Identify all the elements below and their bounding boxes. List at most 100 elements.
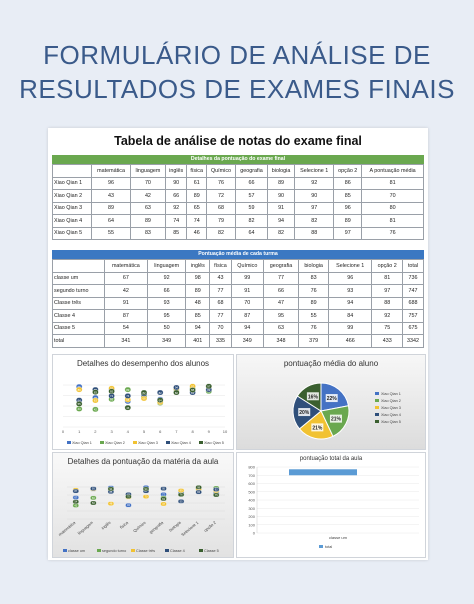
- column-header: inglês: [185, 259, 211, 273]
- table-cell: 84: [328, 309, 373, 323]
- pie-value-label: 22%: [327, 396, 338, 402]
- column-header: matemática: [103, 259, 148, 273]
- table-cell: 3342: [402, 334, 424, 348]
- table-cell: 99: [230, 271, 264, 285]
- pie-label-box: [325, 394, 338, 403]
- x-category-label: linguagem: [77, 520, 95, 536]
- data-label: 55: [180, 499, 183, 503]
- table-cell: 54: [103, 321, 148, 335]
- legend-label: segundo turno: [102, 549, 126, 553]
- data-label: 88: [191, 388, 195, 392]
- chart4-title: pontuação total da aula: [299, 456, 363, 462]
- data-label: 77: [127, 492, 130, 496]
- x-category-label: Químico: [132, 519, 147, 533]
- data-label: 89: [180, 489, 183, 493]
- data-label: 43: [78, 407, 82, 411]
- data-label: 99: [197, 485, 200, 489]
- data-point: [173, 389, 180, 396]
- table-cell: 63: [129, 201, 166, 215]
- table-cell: 94: [230, 321, 264, 335]
- column-header: inglês: [164, 164, 188, 178]
- data-label: 94: [145, 487, 148, 491]
- class-header-row: matemática linguagem inglês física Químico ge…: [52, 259, 424, 273]
- data-point: [157, 397, 164, 403]
- legend-label: Classe três: [136, 549, 155, 553]
- class-row: Classe 5 54 50 94 70 94 63 76 99 75 675: [52, 321, 424, 335]
- data-point: [160, 501, 167, 507]
- data-label: 94: [109, 487, 112, 491]
- table-cell: 91: [103, 296, 148, 310]
- x-tick-label: 3: [110, 429, 113, 434]
- class-row: total 341 349 401 335 349 348 379 466 433 3342: [52, 334, 424, 348]
- pie-label-box: [298, 408, 311, 417]
- data-label: 77: [162, 492, 165, 496]
- table2-band: Pontuação média de cada turma: [52, 250, 424, 259]
- table-cell: 96: [91, 176, 131, 190]
- table-cell: 65: [186, 201, 207, 215]
- legend-swatch: [375, 413, 379, 416]
- table-cell: 92: [371, 309, 404, 323]
- chart-class-total: pontuação total da aula 800 700 600 500 400 3…: [236, 452, 426, 558]
- legend-label: total: [325, 545, 332, 549]
- data-point: [124, 386, 131, 393]
- column-header: A pontuação média: [361, 164, 424, 178]
- document-title: Tabela de análise de notas do exame fina…: [114, 134, 362, 148]
- legend-label: Classe 4: [170, 549, 185, 553]
- data-label: 95: [92, 487, 95, 491]
- data-point: [125, 503, 132, 508]
- data-label: 66: [92, 496, 95, 500]
- data-label: 47: [162, 502, 165, 506]
- data-point: [160, 486, 167, 491]
- table-cell: 55: [91, 226, 131, 240]
- table-cell: 94: [266, 214, 296, 228]
- table-cell: 88: [371, 296, 404, 310]
- legend-swatch: [375, 406, 379, 409]
- table-cell: 66: [164, 189, 188, 203]
- table-cell: 99: [328, 321, 373, 335]
- table-cell: 74: [164, 214, 188, 228]
- pie-value-label: 16%: [308, 394, 319, 400]
- data-label: 70: [145, 495, 148, 499]
- legend-swatch: [166, 441, 170, 444]
- data-point: [213, 492, 220, 498]
- row-label: Classe três: [52, 296, 105, 310]
- data-label: 55: [78, 402, 82, 406]
- y-tick-label: 600: [248, 481, 255, 486]
- data-label: 92: [215, 488, 218, 492]
- student-row: Xiao Qian 5 55 83 85 46 82 64 82 88 97 76: [51, 226, 424, 240]
- table-cell: 97: [294, 201, 335, 215]
- data-point: [76, 386, 83, 393]
- table-cell: 85: [164, 226, 188, 240]
- data-label: 66: [110, 397, 114, 401]
- table-cell: 91: [266, 201, 296, 215]
- column-header: linguagem: [146, 259, 187, 273]
- page-hero-title: FORMULÁRIO DE ANÁLISE DE RESULTADOS DE E…: [0, 38, 474, 106]
- data-label: 82: [175, 391, 179, 395]
- legend-label: Xiao Qian 5: [204, 441, 224, 445]
- table-cell: 61: [186, 176, 207, 190]
- y-tick-label: 700: [248, 473, 255, 478]
- chart3-title: Detalhes da pontuação da matéria da aula: [67, 457, 219, 466]
- table-cell: 379: [298, 334, 330, 348]
- column-header: opção 2: [371, 259, 404, 273]
- table-cell: 97: [333, 226, 363, 240]
- table-cell: 74: [186, 214, 207, 228]
- x-tick-label: 4: [127, 429, 130, 434]
- table-cell: 401: [185, 334, 211, 348]
- chart-class-subject-scores: Detalhes da pontuação da matéria da aula…: [52, 452, 234, 558]
- legend-label: Xiao Qian 3: [381, 406, 401, 410]
- data-label: 65: [126, 398, 130, 402]
- table-cell: 59: [234, 201, 269, 215]
- data-label: 42: [94, 408, 98, 412]
- data-label: 92: [110, 387, 114, 391]
- data-label: 63: [94, 399, 98, 403]
- x-tick-label: 10: [223, 429, 228, 434]
- table-cell: 96: [333, 201, 363, 215]
- column-header: total: [402, 259, 424, 273]
- class-row: Classe 4 87 95 85 77 87 95 55 84 92 757: [52, 309, 424, 323]
- table-cell: 42: [103, 284, 148, 298]
- hero-title-line2: RESULTADOS DE EXAMES FINAIS: [19, 74, 455, 104]
- data-label: 97: [207, 384, 211, 388]
- chart2-plot: 22% 21% 21% 20% 16% Xiao Qian 1 Xiao Qian 2 Xia…: [292, 382, 401, 440]
- data-point: [90, 495, 97, 501]
